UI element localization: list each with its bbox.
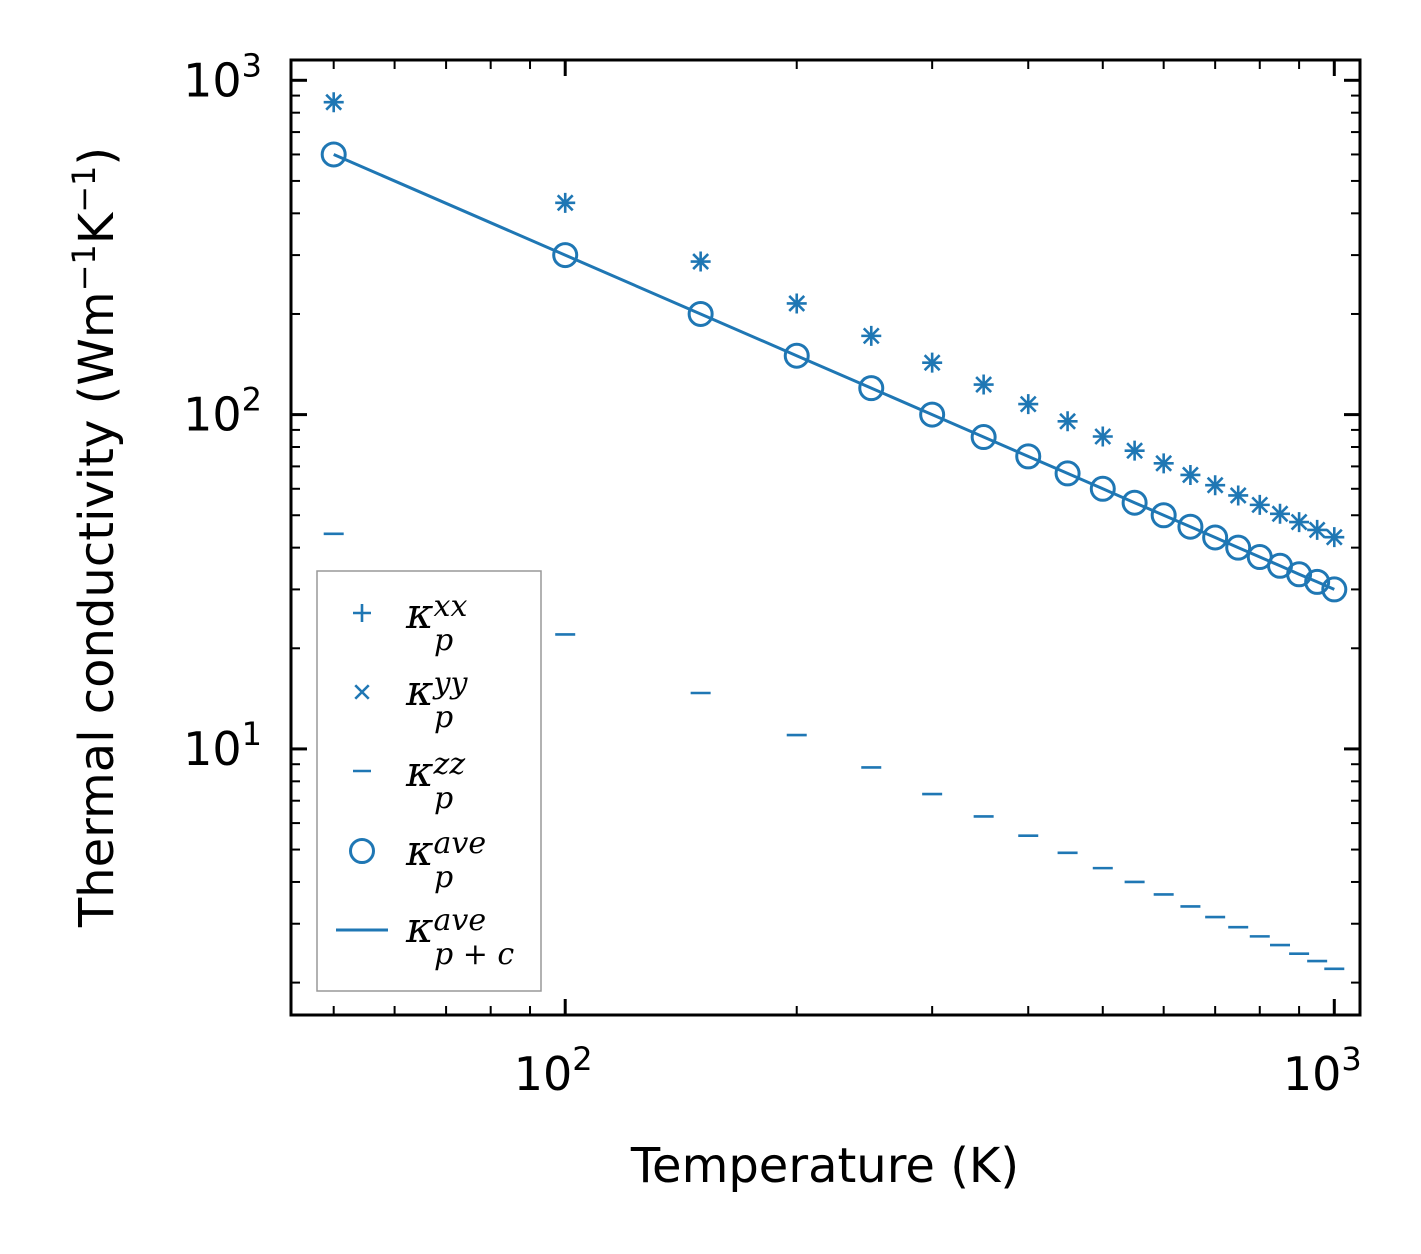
series-kappa_yy	[325, 93, 1343, 546]
plot-frame	[289, 58, 1362, 1017]
point-kappa_ave	[970, 424, 997, 451]
legend-markers	[336, 604, 388, 932]
point-kappa_ave	[687, 300, 714, 327]
x-tick-label: 103	[1283, 1040, 1362, 1101]
point-kappa_yy	[1290, 513, 1308, 531]
legend: κxx p κyy p κzz p κave p κave p + c	[316, 570, 542, 992]
legend-marker-plus	[353, 604, 371, 622]
x-tick-label: 102	[514, 1040, 593, 1101]
point-kappa_ave	[1089, 475, 1116, 502]
point-kappa_yy	[862, 327, 880, 345]
series-kappa_ave	[320, 141, 1348, 603]
y-tick-label: 102	[183, 381, 262, 442]
point-kappa_ave	[783, 342, 810, 369]
point-kappa_yy	[1181, 466, 1199, 484]
point-kappa_ave	[1202, 524, 1229, 551]
point-kappa_ave	[1304, 568, 1331, 595]
point-kappa_yy	[1206, 476, 1224, 494]
point-kappa_ave	[552, 242, 579, 269]
line-kappa_ave_pc	[333, 153, 1335, 591]
y-tick-label: 103	[183, 46, 262, 107]
point-kappa_yy	[1229, 487, 1247, 504]
y-axis-title: Thermal conductivity (Wm−1K−1)	[65, 147, 125, 928]
point-kappa_yy	[923, 354, 941, 372]
legend-marker-circle	[349, 838, 375, 864]
point-kappa_ave	[1054, 460, 1081, 487]
point-kappa_yy	[1059, 412, 1077, 430]
series-kappa_zz	[323, 532, 1345, 971]
point-kappa_yy	[1271, 505, 1289, 523]
point-kappa_ave	[1121, 489, 1148, 516]
legend-marker-x	[354, 684, 370, 700]
point-kappa_ave	[919, 401, 946, 428]
point-kappa_ave	[1225, 534, 1252, 561]
point-kappa_ave	[1150, 502, 1177, 529]
point-kappa_ave	[1015, 443, 1042, 470]
point-kappa_ave	[1177, 513, 1204, 540]
point-kappa_yy	[1094, 428, 1112, 445]
major-ticks	[291, 60, 1360, 1015]
point-kappa_yy	[1308, 521, 1326, 539]
point-kappa_yy	[788, 295, 806, 312]
y-tick-label: 101	[183, 715, 262, 776]
point-kappa_yy	[1126, 442, 1144, 460]
series-kappa_ave_pc	[333, 153, 1335, 591]
point-kappa_yy	[975, 376, 993, 393]
point-kappa_ave	[1321, 576, 1348, 603]
point-kappa_ave	[858, 375, 885, 402]
legend-box	[316, 570, 542, 992]
x-tick-labels: 102 103	[514, 1040, 1362, 1101]
point-kappa_yy	[692, 253, 710, 270]
series-layer	[320, 92, 1348, 971]
point-kappa_yy	[1019, 395, 1037, 413]
point-kappa_yy	[1325, 528, 1343, 546]
point-kappa_yy	[1155, 454, 1173, 472]
point-kappa_yy	[1251, 496, 1269, 514]
x-axis-title: Temperature (K)	[630, 1138, 1019, 1194]
point-kappa_yy	[325, 93, 343, 111]
point-kappa_yy	[556, 194, 574, 212]
point-kappa_ave	[320, 141, 347, 168]
y-tick-labels: 101 102 103	[183, 46, 262, 776]
